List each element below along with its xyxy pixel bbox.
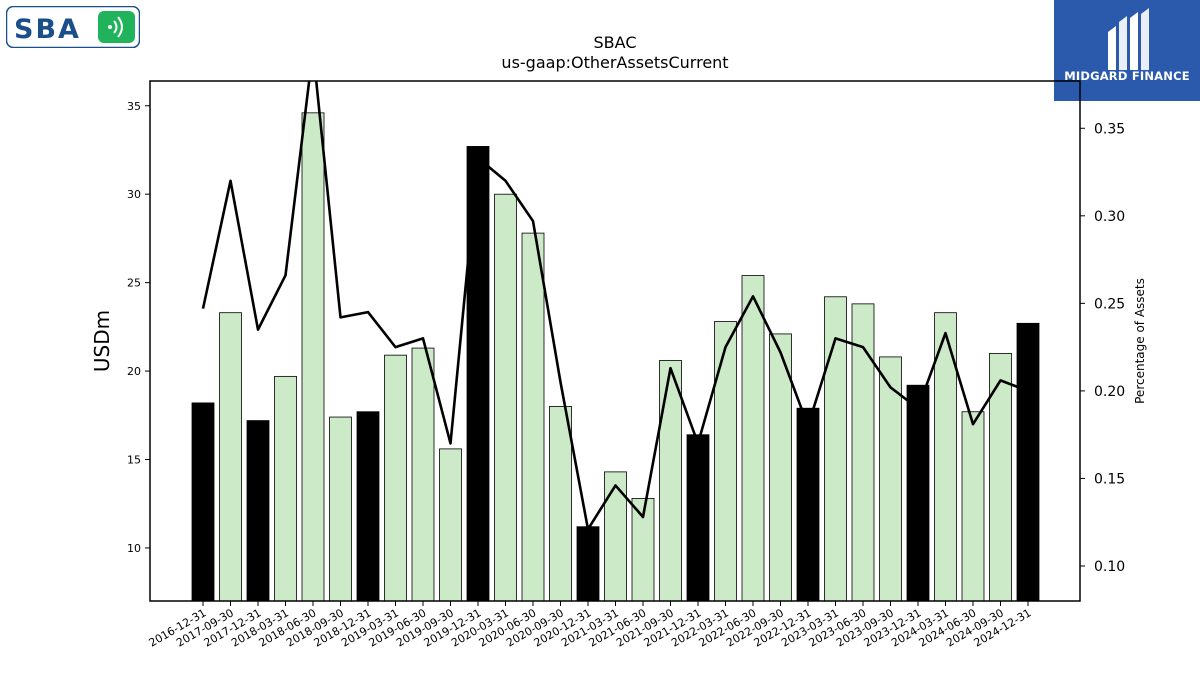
bar-2022-06-30 — [741, 275, 765, 601]
bar-2018-06-30 — [301, 112, 325, 601]
bar-2018-03-31 — [274, 375, 297, 601]
y-tick-label: 10 — [127, 542, 141, 555]
bar-2016-12-31 — [191, 402, 215, 601]
y-axis-left: 10 15 20 25 30 35 — [127, 100, 150, 555]
midgard-logo-text: MIDGARD FINANCE — [1064, 69, 1190, 83]
bar-2020-06-30 — [521, 232, 545, 601]
y2-tick-label: 0.15 — [1094, 471, 1125, 487]
bar-2023-12-31 — [906, 384, 930, 601]
y2-tick-label: 0.35 — [1094, 121, 1125, 137]
y-tick-label: 30 — [127, 188, 141, 201]
bar-2024-12-31 — [1016, 322, 1040, 601]
svg-text:SBA: SBA — [14, 14, 81, 45]
bar-2019-06-30 — [411, 347, 435, 601]
bar-2019-03-31 — [384, 354, 407, 601]
bar-2024-09-30 — [989, 352, 1012, 601]
y2-tick-label: 0.25 — [1094, 296, 1125, 312]
bar-2022-12-31 — [796, 407, 820, 601]
chart-title: SBAC — [594, 33, 637, 52]
bar-2023-09-30 — [879, 356, 902, 601]
x-axis: 2016-12-312017-09-302017-12-312018-03-31… — [147, 601, 1034, 650]
bar-2021-06-30 — [631, 498, 655, 601]
percentage-line — [201, 81, 1029, 531]
bar-2021-09-30 — [659, 360, 682, 601]
midgard-finance-logo: MIDGARD FINANCE — [1054, 0, 1200, 101]
y2-tick-label: 0.20 — [1094, 384, 1125, 400]
bar-2018-12-31 — [356, 411, 380, 601]
y2-axis-label: Percentage of Assets — [1133, 278, 1147, 404]
chart-subtitle: us-gaap:OtherAssetsCurrent — [501, 53, 728, 72]
bar-2019-09-30 — [439, 448, 462, 601]
bar-2021-03-31 — [604, 471, 627, 601]
bar-2023-03-31 — [824, 296, 847, 601]
bar-2020-09-30 — [549, 406, 572, 601]
bar-2024-03-31 — [934, 312, 957, 601]
bar-2023-06-30 — [851, 303, 875, 601]
y2-tick-label: 0.10 — [1094, 559, 1125, 575]
bar-2022-03-31 — [714, 321, 737, 601]
y-tick-label: 25 — [127, 277, 141, 290]
bar-2022-09-30 — [769, 333, 792, 601]
y-tick-label: 35 — [127, 100, 141, 113]
sba-logo: SBA — [5, 5, 141, 49]
line-layer — [201, 81, 1029, 531]
bar-2020-12-31 — [576, 526, 600, 601]
bar-2017-09-30 — [219, 312, 242, 601]
y-axis-right: 0.10 0.15 0.20 0.25 0.30 0.35 — [1080, 121, 1125, 575]
bar-2024-06-30 — [961, 411, 985, 601]
bar-2018-09-30 — [329, 416, 352, 601]
bar-2020-03-31 — [494, 193, 517, 601]
bars-layer — [191, 112, 1040, 601]
y-tick-label: 15 — [127, 454, 141, 467]
bar-2017-12-31 — [246, 420, 270, 601]
y-axis-label: USDm — [90, 310, 114, 372]
bar-2021-12-31 — [686, 434, 710, 601]
y-tick-label: 20 — [127, 365, 141, 378]
bar-2019-12-31 — [466, 146, 490, 601]
y2-tick-label: 0.30 — [1094, 209, 1125, 225]
